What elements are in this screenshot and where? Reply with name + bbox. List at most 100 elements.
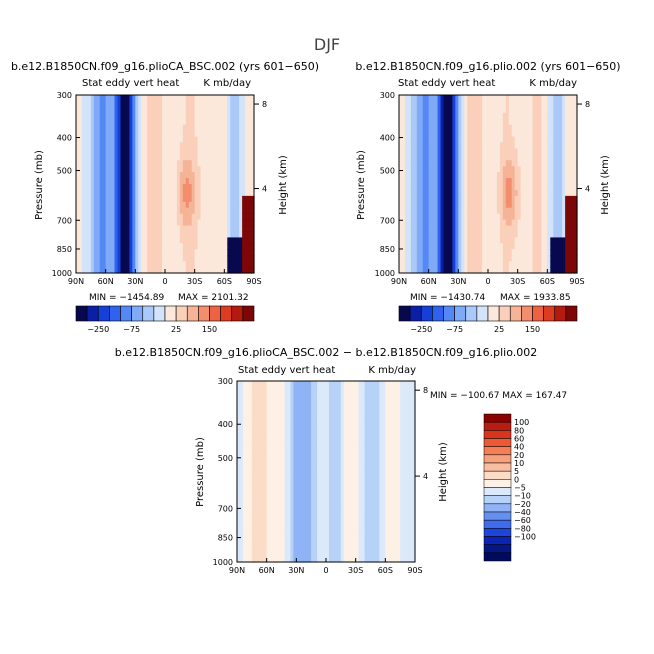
heatmap-cell — [464, 261, 468, 268]
heatmap-cell — [245, 166, 249, 173]
heatmap-cell — [559, 201, 563, 209]
heatmap-cell — [245, 207, 249, 215]
heatmap-cell — [538, 160, 542, 167]
heatmap-cell — [162, 154, 166, 161]
heatmap-cell — [266, 405, 271, 412]
heatmap-cell — [141, 255, 145, 262]
heatmap-cell — [254, 501, 259, 509]
heatmap-cell — [470, 100, 474, 108]
heatmap-cell — [343, 441, 348, 448]
heatmap-cell — [293, 549, 297, 557]
heatmap-cell — [96, 95, 101, 102]
heatmap-cell — [416, 261, 421, 268]
heatmap-cell — [188, 219, 193, 227]
heatmap-cell — [123, 225, 128, 233]
heatmap-cell — [323, 429, 327, 436]
heatmap-cell — [117, 237, 122, 244]
heatmap-cell — [399, 219, 403, 227]
heatmap-cell — [114, 172, 119, 179]
heatmap-cell — [203, 112, 208, 120]
heatmap-cell — [482, 112, 486, 120]
heatmap-cell — [490, 231, 495, 238]
heatmap-cell — [485, 106, 489, 114]
heatmap-cell — [81, 124, 86, 132]
heatmap-cell — [458, 184, 462, 191]
heatmap-cell — [102, 213, 107, 221]
heatmap-cell — [165, 243, 169, 250]
heatmap-cell — [126, 267, 130, 274]
heatmap-cell — [218, 189, 222, 197]
heatmap-cell — [443, 219, 448, 227]
heatmap-cell — [191, 136, 196, 144]
colorbar: −250 −75 25 150 — [75, 305, 255, 334]
heatmap-cell — [446, 267, 451, 274]
heatmap-cell — [206, 237, 211, 244]
heatmap-cell — [141, 231, 145, 238]
heatmap-cell — [182, 118, 187, 126]
heatmap-cell — [440, 172, 445, 179]
heatmap-cell — [176, 243, 181, 250]
heatmap-cell — [221, 178, 225, 185]
heatmap-cell — [179, 112, 184, 120]
heatmap-cell — [410, 261, 415, 268]
heatmap-cell — [272, 501, 277, 509]
heatmap-cell — [257, 411, 262, 418]
heatmap-cell — [538, 237, 542, 244]
heatmap-cell — [251, 555, 256, 563]
heatmap-cell — [410, 201, 415, 209]
heatmap-cell — [296, 447, 300, 454]
heatmap-cell — [275, 501, 280, 509]
heatmap-cell — [550, 184, 554, 191]
heatmap-cell — [191, 118, 196, 126]
heatmap-cell — [323, 555, 327, 563]
heatmap-cell — [156, 130, 160, 138]
heatmap-cell — [284, 483, 289, 491]
heatmap-cell — [135, 106, 139, 114]
heatmap-cell — [404, 225, 409, 233]
y-right-tick-label: 4 — [585, 185, 590, 194]
heatmap-cell — [340, 453, 345, 461]
heatmap-cell — [126, 201, 130, 209]
heatmap-cell — [565, 243, 569, 250]
heatmap-cell — [526, 267, 531, 274]
heatmap-cell — [308, 393, 312, 400]
heatmap-cell — [401, 267, 406, 274]
heatmap-cell — [308, 423, 312, 430]
heatmap-cell — [553, 112, 557, 120]
heatmap-cell — [215, 195, 219, 203]
heatmap-cell — [496, 142, 501, 149]
heatmap-cell — [323, 507, 327, 515]
heatmap-cell — [523, 172, 528, 179]
heatmap-cell — [147, 124, 151, 132]
heatmap-cell — [278, 531, 283, 539]
heatmap-cell — [470, 219, 474, 227]
heatmap-cell — [260, 417, 265, 424]
heatmap-cell — [221, 255, 225, 262]
heatmap-cell — [404, 237, 409, 244]
heatmap-cell — [209, 148, 214, 155]
heatmap-cell — [461, 237, 465, 244]
heatmap-cell — [203, 207, 208, 215]
heatmap-cell — [419, 261, 424, 268]
heatmap-cell — [93, 219, 98, 227]
heatmap-cell — [272, 381, 277, 388]
heatmap-cell — [138, 219, 142, 227]
heatmap-cell — [170, 184, 175, 191]
heatmap-cell — [126, 255, 130, 262]
heatmap-cell — [230, 178, 234, 185]
heatmap-cell — [458, 249, 462, 256]
heatmap-cell — [78, 148, 83, 155]
heatmap-cell — [141, 189, 145, 197]
heatmap-cell — [156, 243, 160, 250]
heatmap-cell — [428, 160, 433, 167]
heatmap-cell — [520, 219, 525, 227]
heatmap-cell — [488, 160, 492, 167]
heatmap-cell — [535, 178, 540, 185]
heatmap-cell — [493, 207, 498, 215]
heatmap-cell — [209, 261, 214, 268]
heatmap-cell — [490, 154, 495, 161]
heatmap-cell — [305, 555, 309, 563]
heatmap-cell — [401, 184, 406, 191]
heatmap-cell — [194, 201, 199, 209]
heatmap-cell — [108, 118, 113, 126]
